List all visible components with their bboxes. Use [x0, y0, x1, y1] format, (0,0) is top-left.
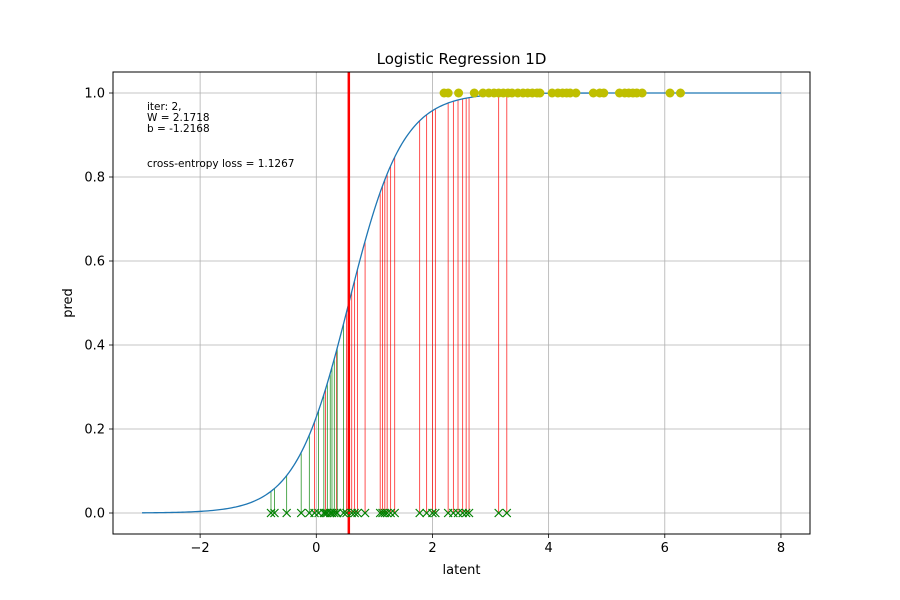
y-tick-label: 1.0 — [84, 87, 105, 102]
negative-point-stroke — [304, 508, 314, 518]
positive-point — [665, 88, 675, 98]
y-tick-label: 0.8 — [84, 171, 105, 186]
negative-point-stroke — [282, 508, 292, 518]
axis-ticks: −2 0 2 4 6 8 0.0 0.2 0.4 0.6 0.8 1.0 — [84, 87, 785, 557]
x-tick-label: 4 — [544, 541, 552, 556]
data-points — [266, 88, 685, 518]
positive-point — [535, 88, 545, 98]
positive-point — [599, 88, 609, 98]
positive-point — [443, 88, 453, 98]
negative-point-stroke — [464, 508, 474, 518]
negative-point-stroke — [332, 508, 342, 518]
bias-annotation: b = -1.2168 — [147, 123, 210, 135]
negative-point-stroke — [386, 508, 396, 518]
y-tick-label: 0.6 — [84, 255, 105, 270]
axes-frame — [112, 71, 811, 535]
negative-point-stroke — [350, 508, 360, 518]
chart-title: Logistic Regression 1D — [377, 50, 547, 68]
negative-point-stroke — [270, 508, 279, 518]
positive-point — [675, 88, 685, 98]
positive-point — [571, 88, 581, 98]
negative-point-stroke — [461, 508, 471, 518]
negative-point-stroke — [502, 508, 512, 518]
loss-annotation: cross-entropy loss = 1.1267 — [147, 158, 294, 170]
negative-point-stroke — [353, 508, 362, 518]
positive-point — [588, 88, 598, 98]
x-tick-label: 2 — [428, 541, 436, 556]
x-tick-label: 8 — [777, 541, 785, 556]
y-tick-label: 0.0 — [84, 507, 105, 522]
y-tick-label: 0.2 — [84, 423, 105, 438]
weight-annotation: W = 2.1718 — [147, 112, 210, 124]
negative-point-stroke — [266, 508, 276, 518]
positive-point — [454, 88, 464, 98]
x-tick-label: −2 — [191, 541, 210, 556]
error-lines — [270, 94, 508, 513]
negative-point-stroke — [382, 508, 392, 518]
negative-point-stroke — [415, 508, 425, 518]
negative-point-stroke — [329, 508, 339, 518]
y-tick-label: 0.4 — [84, 339, 105, 354]
negative-point-stroke — [325, 508, 335, 518]
iteration-annotation: iter: 2, — [147, 101, 182, 113]
negative-point-stroke — [494, 508, 504, 518]
negative-point-stroke — [339, 508, 349, 518]
positive-point — [469, 88, 479, 98]
negative-point-stroke — [360, 508, 370, 518]
x-tick-label: 6 — [661, 541, 669, 556]
negative-point-stroke — [296, 508, 306, 518]
x-axis-label: latent — [442, 563, 480, 578]
negative-point-stroke — [428, 508, 437, 518]
positive-point — [637, 88, 647, 98]
y-axis-label: pred — [61, 288, 76, 318]
negative-point-stroke — [390, 508, 400, 518]
negative-point-stroke — [319, 508, 329, 518]
negative-point-stroke — [458, 508, 468, 518]
x-tick-label: 0 — [312, 541, 320, 556]
negative-point-stroke — [430, 508, 440, 518]
